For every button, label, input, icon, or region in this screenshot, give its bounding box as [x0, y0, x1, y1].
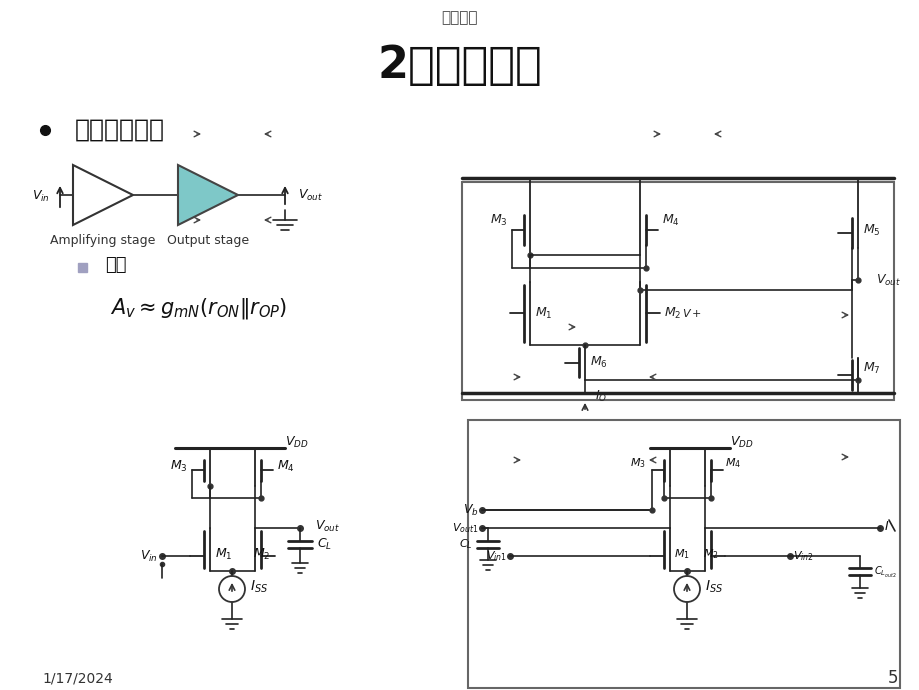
Bar — [461, 182, 893, 400]
Text: $M_3$: $M_3$ — [630, 456, 645, 470]
Text: $V_b$: $V_b$ — [463, 502, 479, 518]
Text: $I_{SS}$: $I_{SS}$ — [250, 579, 267, 595]
Polygon shape — [177, 165, 238, 225]
Text: $M_3$: $M_3$ — [170, 458, 187, 473]
Text: $M_4$: $M_4$ — [724, 456, 741, 470]
Text: $V_{in1}$: $V_{in1}$ — [485, 549, 506, 563]
Text: $M_1$: $M_1$ — [674, 547, 689, 561]
Text: 增益: 增益 — [105, 256, 127, 274]
Bar — [468, 420, 899, 688]
Text: $I_O$: $I_O$ — [595, 388, 607, 404]
Text: $I_{SS}$: $I_{SS}$ — [704, 579, 722, 595]
Text: $V_{DD}$: $V_{DD}$ — [285, 435, 308, 450]
Text: $V_{out}$: $V_{out}$ — [875, 273, 901, 288]
Text: $M_1$: $M_1$ — [215, 546, 233, 562]
Text: $M_5$: $M_5$ — [862, 222, 879, 237]
Text: $V_{in}$: $V_{in}$ — [140, 549, 158, 564]
Text: $I$: $I$ — [883, 520, 889, 533]
Text: $M_4$: $M_4$ — [662, 213, 679, 228]
Text: $M_6$: $M_6$ — [589, 355, 607, 370]
Text: 一级运放: 一级运放 — [441, 10, 478, 26]
Text: $V_{out}$: $V_{out}$ — [314, 518, 340, 533]
Text: $M_4$: $M_4$ — [277, 458, 294, 473]
Text: $V_{in}$: $V_{in}$ — [32, 188, 50, 204]
Text: Amplifying stage: Amplifying stage — [51, 233, 155, 246]
Text: Output stage: Output stage — [166, 233, 249, 246]
Text: $M_3$: $M_3$ — [490, 213, 507, 228]
Text: $V_{in2}$: $V_{in2}$ — [792, 549, 813, 563]
Text: $C_{L_{out2}}$: $C_{L_{out2}}$ — [873, 564, 896, 580]
Bar — [78, 263, 87, 272]
Text: $M_7$: $M_7$ — [862, 360, 879, 375]
Text: $V_{out1}$: $V_{out1}$ — [452, 521, 479, 535]
Text: $A_v \approx g_{mN}(r_{ON} \| r_{OP})$: $A_v \approx g_{mN}(r_{ON} \| r_{OP})$ — [110, 295, 287, 320]
Text: $V_{DD}$: $V_{DD}$ — [729, 435, 753, 450]
Text: $M_1$: $M_1$ — [535, 306, 552, 321]
Text: $V+$: $V+$ — [681, 307, 701, 319]
Text: $C_L$: $C_L$ — [459, 537, 472, 551]
Text: 基本电路结构: 基本电路结构 — [75, 118, 165, 142]
Text: $M_2$: $M_2$ — [253, 546, 270, 562]
Text: 1/17/2024: 1/17/2024 — [42, 671, 113, 685]
Text: $M_2$: $M_2$ — [702, 547, 718, 561]
Text: 2、一级运放: 2、一级运放 — [377, 43, 542, 86]
Text: $V_{out}$: $V_{out}$ — [298, 188, 323, 203]
Text: 5: 5 — [887, 669, 897, 687]
Text: $C_L$: $C_L$ — [317, 536, 332, 551]
Text: $M_2$: $M_2$ — [664, 306, 681, 321]
